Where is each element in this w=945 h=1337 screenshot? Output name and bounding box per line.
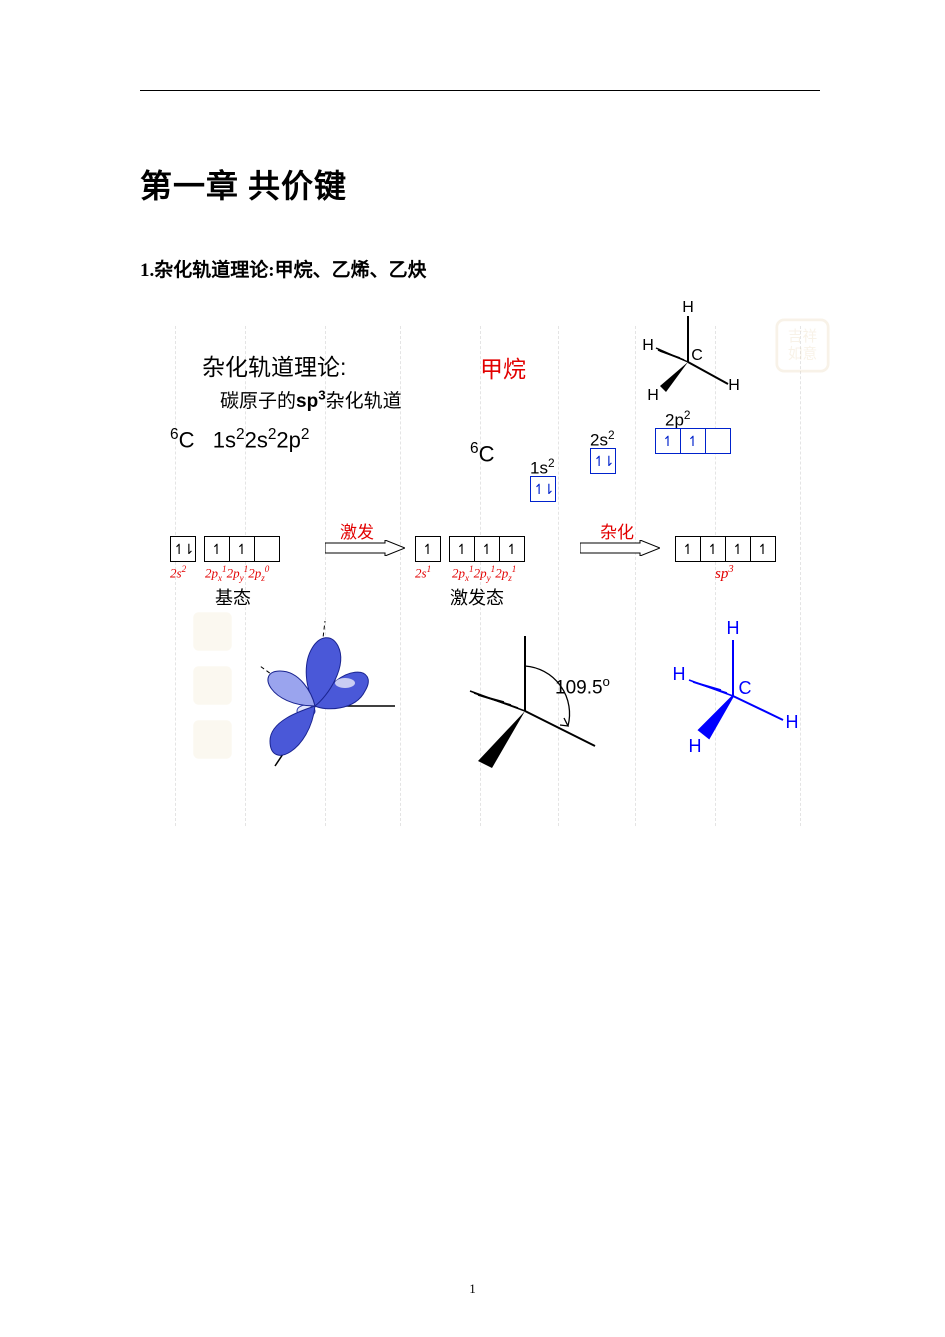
orb-box [204, 536, 230, 562]
carbon-right-sup: 6 [470, 440, 479, 457]
ground-boxes [170, 536, 280, 562]
carbon-right: 6C [470, 440, 494, 467]
orb-box [655, 428, 681, 454]
methane-blue-icon: H H H H C [655, 618, 805, 773]
orb-box [705, 428, 731, 454]
svg-text:H: H [673, 664, 686, 684]
state-ground: 基态 [215, 584, 251, 610]
watermark-seal [192, 719, 233, 760]
top-rule [140, 90, 820, 91]
arrow-excite-icon [325, 540, 405, 556]
carbon-left-C: C [179, 427, 195, 452]
lbl-2px1: 2px12py12pz0 [205, 564, 269, 583]
excited-boxes [415, 536, 525, 562]
orb-box [449, 536, 475, 562]
watermark-seal [192, 665, 233, 706]
section-num: 1. [140, 260, 154, 281]
sp3-boxes [675, 536, 776, 562]
orb-box [680, 428, 706, 454]
orb-box [750, 536, 776, 562]
watermark-seal [192, 611, 233, 652]
sp3-orbital-shape-icon [230, 611, 400, 786]
section-title: 1.杂化轨道理论:甲烷、乙烯、乙炔 [140, 255, 825, 282]
svg-text:H: H [647, 387, 659, 404]
state-excited: 激发态 [450, 584, 504, 610]
orb-box [700, 536, 726, 562]
svg-text:H: H [728, 377, 740, 394]
svg-text:H: H [689, 736, 702, 756]
svg-text:如意: 如意 [788, 344, 817, 362]
tetrahedron-angle-icon [440, 626, 610, 791]
svg-text:H: H [786, 712, 799, 732]
svg-text:H: H [727, 618, 740, 638]
orb-2s2-box [590, 448, 616, 474]
svg-text:吉祥: 吉祥 [788, 328, 818, 345]
orb-2p2-boxes [655, 428, 731, 454]
subhead-prefix: 碳原子的 [220, 391, 296, 412]
orb-1s2-box [530, 476, 556, 502]
carbon-left: 6C 1s22s22p2 [170, 426, 309, 453]
chapter-title: 第一章 共价键 [140, 161, 825, 207]
fig-subheading: 碳原子的sp3杂化轨道 [220, 386, 402, 413]
methane-top-icon: H H H H C [620, 300, 750, 423]
svg-text:H: H [682, 299, 694, 316]
fig-heading: 杂化轨道理论: [202, 348, 346, 382]
orb-box [725, 536, 751, 562]
orb-box [590, 448, 616, 474]
figure: 吉祥如意 杂化轨道理论: 碳原子的sp3杂化轨道 6C 1s22s22p2 甲烷… [160, 326, 820, 826]
arrow-hybrid-icon [580, 540, 660, 556]
orb-box [170, 536, 196, 562]
subhead-suffix: 杂化轨道 [326, 391, 402, 412]
svg-text:C: C [691, 347, 703, 364]
lbl-2s2: 2s2 [170, 564, 186, 581]
orb-box [675, 536, 701, 562]
svg-text:H: H [642, 337, 654, 354]
page-number: 1 [469, 1281, 476, 1297]
orb-box [499, 536, 525, 562]
subhead-sp3: sp3 [296, 391, 326, 412]
lbl-2p111: 2px12py12pz1 [452, 564, 516, 583]
svg-text:C: C [739, 678, 752, 698]
carbon-left-sup: 6 [170, 426, 179, 443]
orb-box [474, 536, 500, 562]
lbl-sp3: sp3 [715, 564, 734, 583]
orb-box [229, 536, 255, 562]
orb-box [254, 536, 280, 562]
molecule-name: 甲烷 [480, 350, 526, 384]
angle-label: 109.5o [555, 674, 610, 699]
orb-box [530, 476, 556, 502]
section-text: 杂化轨道理论:甲烷、乙烯、乙炔 [154, 260, 426, 281]
carbon-right-C: C [479, 441, 495, 466]
orb-box [415, 536, 441, 562]
watermark-seal: 吉祥如意 [775, 318, 830, 373]
lbl-2s1: 2s1 [415, 564, 431, 581]
